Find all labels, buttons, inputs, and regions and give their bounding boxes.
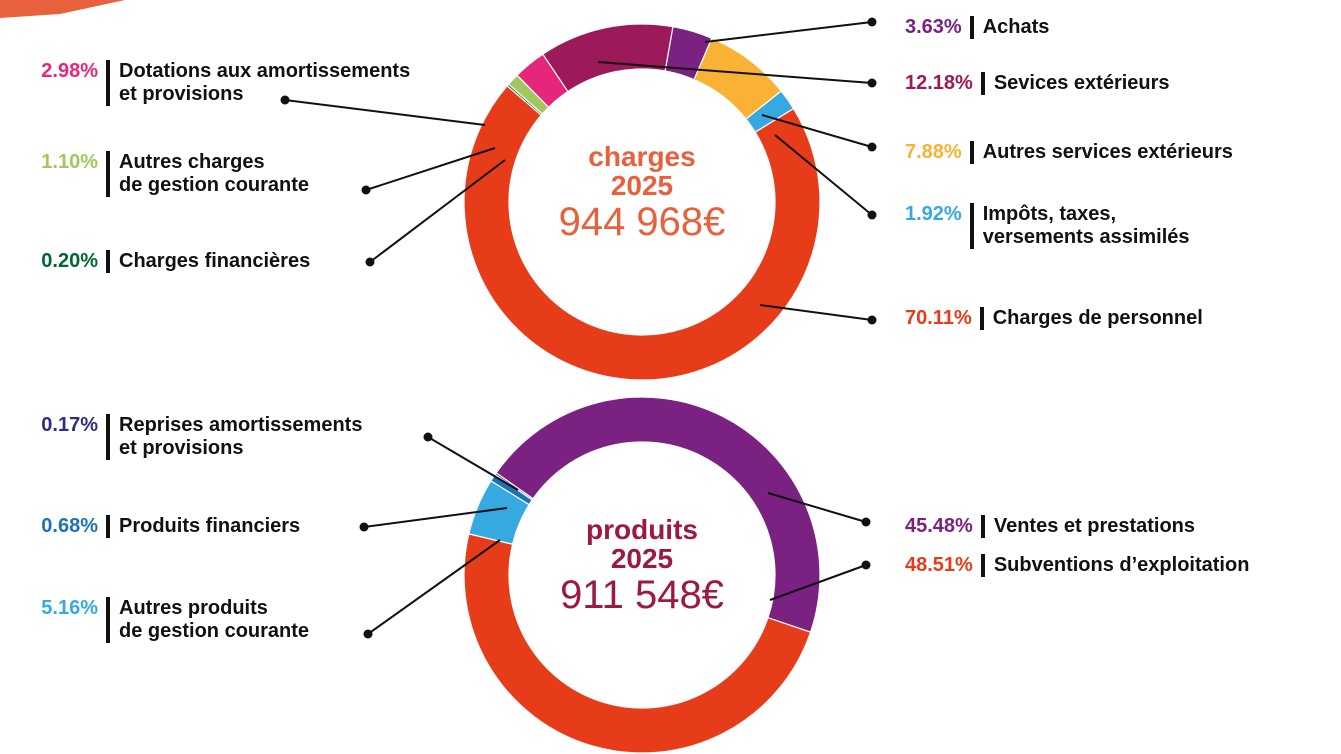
- center-label: produits 2025 911 548€: [512, 515, 772, 616]
- slice-label: 0.68% Produits financiers: [10, 515, 300, 538]
- percent-label: 2.98%: [41, 60, 98, 82]
- category-label: Reprises amortissements et provisions: [119, 414, 363, 459]
- separator-bar: [106, 60, 110, 106]
- connector-dot: [861, 517, 871, 527]
- slice-label: 48.51% Subventions d’exploitation: [905, 554, 1249, 577]
- connector: [363, 507, 508, 528]
- separator-bar: [106, 414, 110, 460]
- connector-dot: [867, 78, 877, 88]
- category-label: Subventions d’exploitation: [993, 554, 1250, 576]
- category-label: Ventes et prestations: [993, 515, 1196, 537]
- center-total: 944 968€: [558, 199, 726, 244]
- category-label: Autres charges de gestion courante: [119, 151, 310, 196]
- slice-label: 3.63% Achats: [905, 16, 1049, 39]
- connector-dot: [867, 142, 877, 152]
- connector-dot: [867, 17, 877, 27]
- connector-dot: [423, 432, 433, 442]
- slice-label: 5.16% Autres produits de gestion courante: [10, 597, 309, 643]
- percent-label: 5.16%: [41, 597, 98, 619]
- percent-label: 70.11%: [905, 307, 972, 329]
- separator-bar: [106, 250, 110, 273]
- category-label: Impôts, taxes, versements assimilés: [982, 203, 1190, 248]
- donut-slice: [494, 472, 534, 501]
- percent-label: 7.88%: [905, 141, 962, 163]
- percent-label: 1.10%: [41, 151, 98, 173]
- category-label: Achats: [982, 16, 1050, 38]
- slice-label: 7.88% Autres services extérieurs: [905, 141, 1233, 164]
- center-total: 911 548€: [560, 572, 724, 617]
- connector-dot: [363, 629, 373, 639]
- connector-dot: [867, 210, 877, 220]
- connector: [427, 436, 519, 491]
- center-year: 2025: [610, 543, 674, 575]
- donut-slice: [463, 533, 812, 754]
- connector: [704, 21, 873, 43]
- slice-label: 2.98% Dotations aux amortissements et pro…: [10, 60, 410, 106]
- connector: [367, 539, 501, 635]
- separator-bar: [106, 597, 110, 643]
- center-label: charges 2025 944 968€: [512, 142, 772, 243]
- slice-label: 1.10% Autres charges de gestion courante: [10, 151, 309, 197]
- connector-dot: [359, 522, 369, 532]
- connector: [769, 564, 867, 601]
- category-label: Charges de personnel: [992, 307, 1203, 329]
- percent-label: 1.92%: [905, 203, 962, 225]
- category-label: Autres services extérieurs: [982, 141, 1233, 163]
- connector: [767, 492, 867, 523]
- center-year: 2025: [610, 170, 674, 202]
- category-label: Produits financiers: [119, 515, 301, 537]
- connector: [369, 159, 506, 263]
- percent-label: 3.63%: [905, 16, 962, 38]
- decoration: [0, 0, 125, 18]
- connector-dot: [280, 95, 290, 105]
- percent-label: 0.20%: [41, 250, 98, 272]
- donut-slice: [495, 396, 821, 633]
- separator-bar: [969, 16, 974, 39]
- separator-bar: [106, 151, 110, 197]
- center-title: produits: [586, 514, 698, 545]
- slice-label: 0.20% Charges financières: [10, 250, 310, 273]
- separator-bar: [980, 72, 985, 95]
- separator-bar: [106, 515, 110, 538]
- percent-label: 0.17%: [41, 414, 98, 436]
- category-label: Autres produits de gestion courante: [119, 597, 310, 642]
- slice-label: 1.92% Impôts, taxes, versements assimilés: [905, 203, 1190, 249]
- connector: [365, 147, 496, 191]
- donut-slice: [463, 84, 821, 381]
- connector: [759, 304, 873, 321]
- connector: [761, 114, 873, 148]
- percent-label: 12.18%: [905, 72, 973, 94]
- connector: [597, 61, 873, 84]
- separator-bar: [969, 141, 974, 164]
- donut-slice: [542, 23, 674, 93]
- connector-dot: [361, 185, 371, 195]
- connector-dot: [861, 560, 871, 570]
- percent-label: 48.51%: [905, 554, 973, 576]
- separator-bar: [980, 515, 985, 538]
- category-label: Sevices extérieurs: [993, 72, 1170, 94]
- percent-label: 0.68%: [41, 515, 98, 537]
- connector: [284, 99, 486, 126]
- slice-label: 70.11% Charges de personnel: [905, 307, 1203, 330]
- category-label: Charges financières: [119, 250, 311, 272]
- separator-bar: [969, 203, 974, 249]
- center-title: charges: [588, 141, 696, 172]
- category-label: Dotations aux amortissements et provisio…: [119, 60, 411, 105]
- connector: [774, 134, 873, 216]
- connector-dot: [867, 315, 877, 325]
- separator-bar: [979, 307, 984, 330]
- slice-label: 45.48% Ventes et prestations: [905, 515, 1195, 538]
- connector-dot: [365, 257, 375, 267]
- slice-label: 12.18% Sevices extérieurs: [905, 72, 1170, 95]
- separator-bar: [980, 554, 985, 577]
- slice-label: 0.17% Reprises amortissements et provisio…: [10, 414, 362, 460]
- percent-label: 45.48%: [905, 515, 973, 537]
